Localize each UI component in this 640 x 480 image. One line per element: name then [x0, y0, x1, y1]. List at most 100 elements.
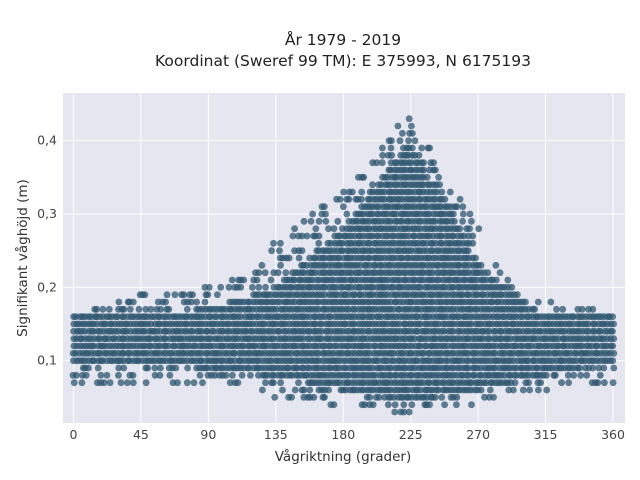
data-point	[409, 129, 416, 137]
data-point	[117, 379, 125, 387]
data-point	[310, 393, 318, 401]
data-point	[307, 217, 315, 225]
data-point	[358, 188, 366, 196]
data-point	[434, 386, 442, 394]
data-point	[361, 401, 369, 409]
data-point	[595, 364, 603, 372]
data-point	[115, 298, 123, 306]
data-point	[172, 364, 180, 372]
data-point	[114, 313, 121, 321]
data-point	[303, 261, 310, 269]
data-point	[253, 276, 261, 284]
x-tick-label: 315	[534, 427, 558, 442]
data-point	[610, 335, 618, 343]
data-point	[330, 225, 338, 233]
data-point	[289, 232, 297, 240]
x-tick-label: 0	[70, 427, 78, 442]
data-point	[298, 247, 306, 255]
data-point	[388, 137, 395, 145]
x-tick-label: 270	[466, 427, 490, 442]
data-point	[120, 364, 128, 372]
data-point	[468, 401, 475, 409]
data-point	[379, 144, 386, 152]
data-point	[270, 239, 277, 247]
data-point	[459, 217, 466, 225]
data-point	[415, 151, 423, 159]
data-point	[409, 144, 416, 152]
data-point	[493, 276, 500, 284]
data-point	[147, 305, 155, 313]
data-point	[115, 371, 122, 379]
data-point	[222, 371, 230, 379]
data-point	[72, 371, 80, 379]
data-point	[298, 232, 306, 240]
data-point	[157, 364, 164, 372]
data-point	[375, 393, 383, 401]
data-point	[214, 291, 221, 299]
data-point	[609, 342, 617, 350]
data-point	[163, 291, 171, 299]
data-point	[594, 379, 602, 387]
data-point	[453, 401, 460, 409]
data-point	[418, 144, 426, 152]
data-point	[459, 210, 467, 218]
data-point	[85, 364, 92, 372]
chart-subtitle: Koordinat (Sweref 99 TM): E 375993, N 61…	[155, 52, 531, 70]
data-point	[291, 225, 298, 233]
data-point	[295, 379, 302, 387]
data-point	[426, 401, 433, 409]
data-point	[321, 203, 328, 211]
data-point	[285, 254, 293, 262]
data-point	[570, 371, 578, 379]
data-point	[469, 239, 477, 247]
data-point	[534, 298, 542, 306]
data-point	[258, 261, 266, 269]
data-point	[276, 247, 283, 255]
data-point	[100, 379, 108, 387]
data-point	[388, 151, 396, 159]
data-point	[271, 393, 279, 401]
data-point	[189, 291, 196, 299]
data-point	[330, 401, 338, 409]
data-point	[205, 283, 213, 291]
data-point	[400, 408, 408, 416]
x-tick-label: 90	[200, 427, 216, 442]
data-point	[171, 291, 179, 299]
data-point	[204, 291, 212, 299]
data-point	[559, 305, 567, 313]
data-point	[349, 188, 356, 196]
data-point	[472, 254, 479, 262]
data-point	[238, 371, 246, 379]
data-point	[610, 349, 618, 357]
data-point	[129, 371, 137, 379]
data-point	[504, 276, 512, 284]
data-point	[564, 371, 572, 379]
data-point	[234, 379, 242, 387]
data-point	[391, 408, 399, 416]
data-point	[259, 386, 266, 394]
data-point	[120, 305, 128, 313]
data-point	[70, 379, 78, 387]
data-point	[141, 291, 149, 299]
data-point	[229, 371, 236, 379]
data-point	[225, 283, 233, 291]
data-point	[405, 137, 412, 145]
data-point	[157, 305, 165, 313]
data-point	[384, 401, 392, 409]
data-point	[162, 298, 170, 306]
data-point	[303, 232, 311, 240]
data-point	[433, 188, 441, 196]
x-tick-label: 225	[399, 427, 423, 442]
data-point	[97, 371, 105, 379]
data-point	[187, 298, 195, 306]
data-point	[496, 269, 504, 277]
data-point	[459, 203, 467, 211]
data-point	[600, 364, 608, 372]
data-point	[466, 210, 474, 218]
data-point	[589, 364, 597, 372]
x-tick-label: 135	[264, 427, 288, 442]
data-point	[166, 371, 174, 379]
data-point	[291, 386, 299, 394]
data-point	[576, 364, 583, 372]
data-point	[400, 401, 408, 409]
